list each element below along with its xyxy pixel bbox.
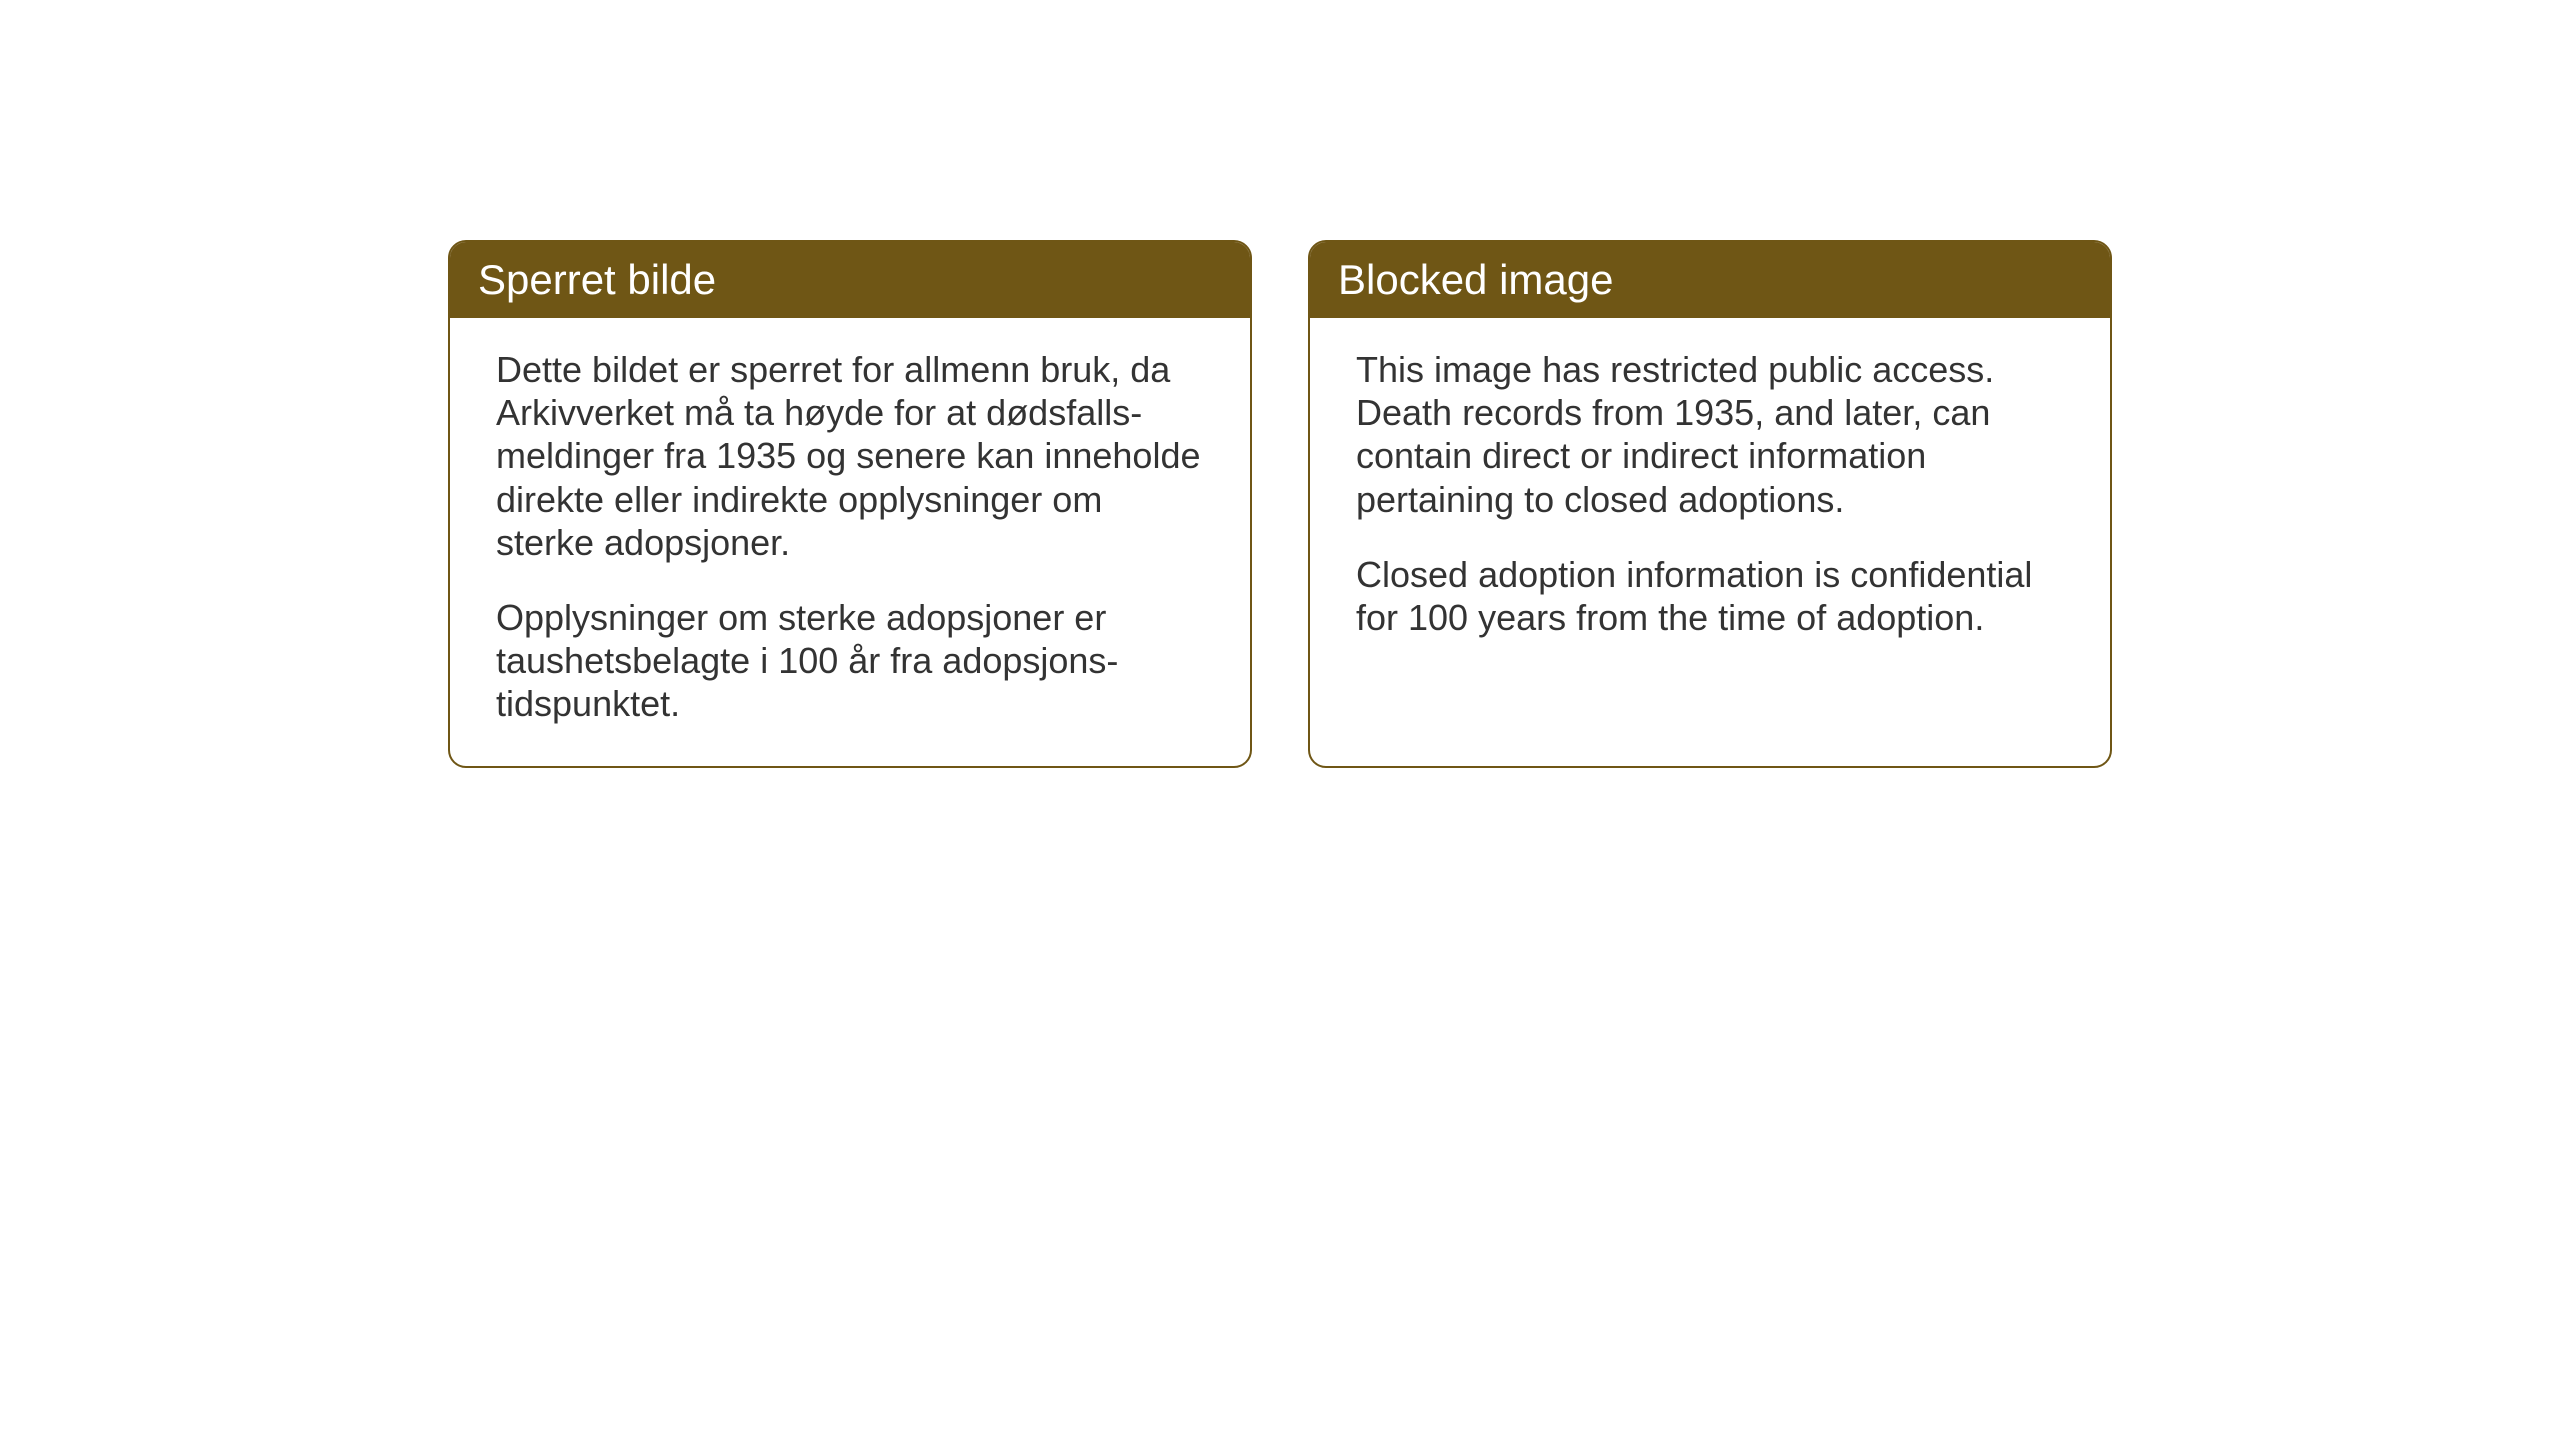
card-paragraph: This image has restricted public access.… — [1356, 348, 2064, 521]
card-body-norwegian: Dette bildet er sperret for allmenn bruk… — [450, 318, 1250, 766]
card-title: Blocked image — [1338, 256, 1613, 303]
notice-cards-container: Sperret bilde Dette bildet er sperret fo… — [448, 240, 2112, 768]
card-title: Sperret bilde — [478, 256, 716, 303]
card-body-english: This image has restricted public access.… — [1310, 318, 2110, 679]
card-paragraph: Dette bildet er sperret for allmenn bruk… — [496, 348, 1204, 564]
notice-card-english: Blocked image This image has restricted … — [1308, 240, 2112, 768]
card-header-english: Blocked image — [1310, 242, 2110, 318]
card-paragraph: Opplysninger om sterke adopsjoner er tau… — [496, 596, 1204, 726]
card-header-norwegian: Sperret bilde — [450, 242, 1250, 318]
card-paragraph: Closed adoption information is confident… — [1356, 553, 2064, 639]
notice-card-norwegian: Sperret bilde Dette bildet er sperret fo… — [448, 240, 1252, 768]
